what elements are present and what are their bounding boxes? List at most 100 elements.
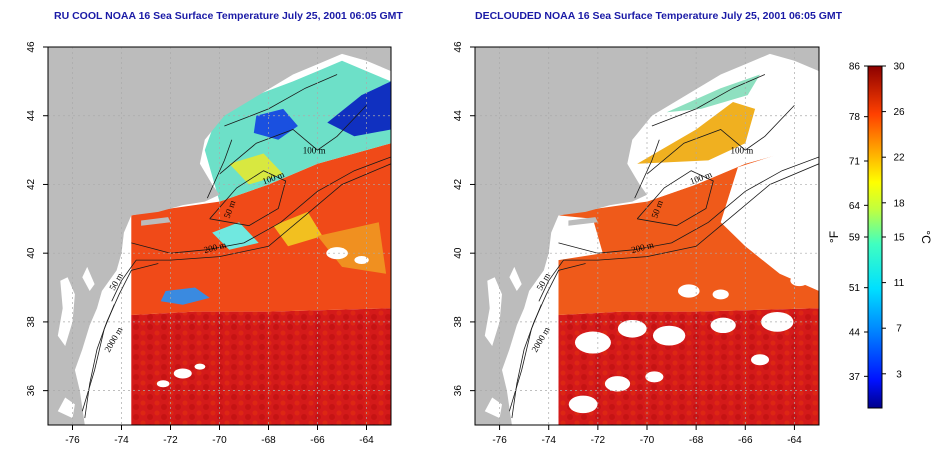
long-island: [568, 217, 598, 226]
y-tick-label: 40: [26, 247, 37, 259]
cool-patch: [212, 222, 259, 250]
cloud-patch: [156, 380, 170, 388]
depth-contour: [209, 170, 287, 227]
colorbar-gradient: [867, 65, 883, 409]
cloud-patch: [617, 319, 647, 338]
y-tick-label: 44: [453, 110, 464, 122]
c-tick-label: 7: [896, 324, 902, 335]
contour-label: 100 m: [731, 146, 754, 156]
pamlico-sound: [57, 397, 75, 419]
x-tick-label: -74: [541, 435, 556, 446]
c-tick-label: 15: [893, 233, 905, 244]
delaware-bay: [82, 266, 95, 291]
f-tick-label: 59: [849, 233, 861, 244]
depth-contour: [206, 139, 233, 199]
f-tick-label: 51: [849, 283, 861, 294]
cloud-patch: [645, 371, 664, 383]
depth-contour: [219, 105, 367, 175]
y-tick-label: 38: [26, 316, 37, 328]
depth-contour: [634, 139, 660, 199]
f-tick-label: 64: [849, 201, 861, 212]
map-title-right: DECLOUDED NOAA 16 Sea Surface Temperatur…: [475, 10, 843, 22]
x-tick-label: -64: [359, 435, 374, 446]
map-title-left: RU COOL NOAA 16 Sea Surface Temperature …: [54, 10, 403, 22]
depth-contour: [224, 74, 338, 127]
depth-contour: [558, 156, 819, 254]
long-island: [141, 217, 171, 226]
depth-contour: [636, 170, 714, 227]
y-tick-label: 42: [453, 178, 464, 190]
x-tick-label: -70: [212, 435, 227, 446]
chesapeake-bay: [484, 277, 502, 346]
f-tick-label: 78: [849, 112, 861, 123]
contour-label: 100 m: [303, 146, 326, 156]
x-tick-label: -72: [591, 435, 606, 446]
colorbar: 86 78 71 64 59 51 44 37 30 26 22 18 15 11 7 3 °F °C: [827, 62, 933, 409]
x-tick-label: -66: [310, 435, 325, 446]
depth-contour: [538, 163, 819, 302]
delaware-bay: [509, 266, 522, 291]
x-tick-label: -66: [738, 435, 753, 446]
celsius-unit-label: °C: [919, 230, 933, 244]
x-tick-label: -72: [163, 435, 178, 446]
warm-patch: [229, 153, 284, 185]
y-tick-label: 44: [26, 110, 37, 122]
cloud-patch: [326, 247, 348, 260]
y-tick-label: 38: [453, 316, 464, 328]
warm-ocean-region: [558, 308, 819, 425]
c-tick-label: 22: [893, 153, 905, 164]
cloud-patch: [652, 325, 686, 346]
warm-ocean-region: [131, 308, 391, 425]
depth-contour: [131, 156, 391, 254]
y-tick-label: 46: [26, 41, 37, 53]
x-tick-label: -74: [114, 435, 129, 446]
x-tick-label: -68: [689, 435, 704, 446]
x-tick-label: -64: [787, 435, 802, 446]
y-tick-label: 36: [26, 385, 37, 397]
cloud-patch: [568, 395, 598, 414]
c-tick-label: 18: [893, 198, 905, 209]
y-tick-label: 46: [453, 41, 464, 53]
c-tick-label: 26: [893, 107, 905, 118]
cold-patch: [327, 81, 391, 137]
y-tick-label: 40: [453, 247, 464, 259]
clouded-region: [558, 215, 603, 261]
y-tick-label: 36: [453, 385, 464, 397]
depth-contour: [646, 105, 795, 175]
depth-contour: [651, 74, 766, 127]
f-tick-label: 71: [849, 157, 861, 168]
cloud-patch: [761, 312, 794, 332]
c-tick-label: 3: [896, 369, 902, 380]
cloud-patch: [677, 284, 700, 298]
cloud-patch: [790, 275, 809, 287]
cloud-patch: [751, 354, 770, 366]
land-mass: [475, 47, 819, 425]
x-tick-label: -70: [640, 435, 655, 446]
cool-patch: [666, 74, 760, 113]
cloud-patch: [604, 376, 631, 392]
y-tick-label: 42: [26, 178, 37, 190]
x-tick-label: -76: [65, 435, 80, 446]
cold-patch: [160, 287, 210, 305]
fahrenheit-unit-label: °F: [827, 231, 841, 243]
cloud-patch: [173, 368, 192, 379]
land-mass: [48, 47, 391, 425]
cloud-patch: [194, 363, 206, 370]
cloud-patch: [574, 331, 611, 354]
c-tick-label: 11: [894, 278, 905, 289]
chesapeake-bay: [57, 277, 75, 346]
cloud-patch: [710, 317, 736, 334]
f-tick-label: 44: [849, 328, 861, 339]
f-tick-label: 37: [849, 372, 861, 383]
x-tick-label: -76: [492, 435, 507, 446]
depth-contour: [111, 163, 391, 302]
c-tick-label: 30: [893, 62, 905, 73]
cloud-patch: [712, 289, 729, 300]
warm-patch: [317, 222, 387, 274]
warm-patch: [273, 211, 323, 247]
pamlico-sound: [484, 397, 502, 419]
cloud-patch: [354, 256, 369, 265]
